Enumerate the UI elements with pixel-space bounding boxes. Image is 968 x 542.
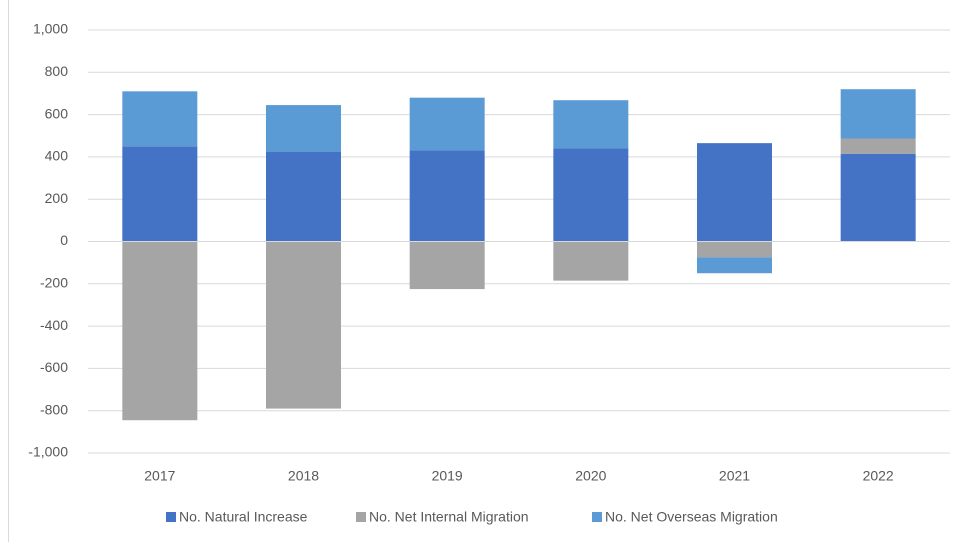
- y-tick-label: 200: [45, 190, 69, 206]
- x-tick-label: 2018: [288, 468, 319, 484]
- bar-segment: [122, 91, 198, 147]
- legend-label: No. Net Overseas Migration: [605, 509, 778, 525]
- bar-segment: [840, 138, 916, 154]
- y-tick-label: 0: [60, 232, 68, 248]
- y-tick-label: -400: [40, 317, 68, 333]
- bar-segment: [266, 241, 341, 409]
- y-tick-label: -800: [40, 401, 68, 417]
- legend-label: No. Natural Increase: [179, 509, 308, 525]
- x-tick-label: 2022: [863, 468, 894, 484]
- legend-label: No. Net Internal Migration: [369, 509, 529, 525]
- legend-swatch: [592, 512, 602, 522]
- x-tick-label: 2017: [144, 468, 175, 484]
- y-tick-label: -1,000: [28, 444, 68, 460]
- legend-swatch: [166, 512, 176, 522]
- legend-swatch: [356, 512, 366, 522]
- bar-segment: [266, 151, 341, 242]
- bar-segment: [840, 89, 916, 139]
- y-tick-label: -600: [40, 359, 68, 375]
- bar-segment: [697, 257, 772, 274]
- bar-segment: [266, 105, 341, 152]
- y-tick-label: 400: [45, 148, 69, 164]
- y-tick-label: 600: [45, 105, 69, 121]
- y-tick-label: 1,000: [33, 21, 68, 37]
- y-tick-label: 800: [45, 63, 69, 79]
- bar-segment: [409, 97, 485, 151]
- bar-segment: [553, 100, 629, 149]
- bar-segment: [122, 241, 198, 421]
- bar-segment: [553, 148, 629, 242]
- bar-segment: [553, 241, 629, 281]
- x-tick-label: 2020: [575, 468, 606, 484]
- x-tick-label: 2021: [719, 468, 750, 484]
- bar-segment: [122, 146, 198, 242]
- bar-segment: [697, 143, 772, 242]
- bar-segment: [409, 241, 485, 290]
- y-tick-label: -200: [40, 275, 68, 291]
- bar-segment: [409, 150, 485, 242]
- x-tick-label: 2019: [432, 468, 463, 484]
- bar-segment: [697, 241, 772, 258]
- bar-segment: [840, 153, 916, 242]
